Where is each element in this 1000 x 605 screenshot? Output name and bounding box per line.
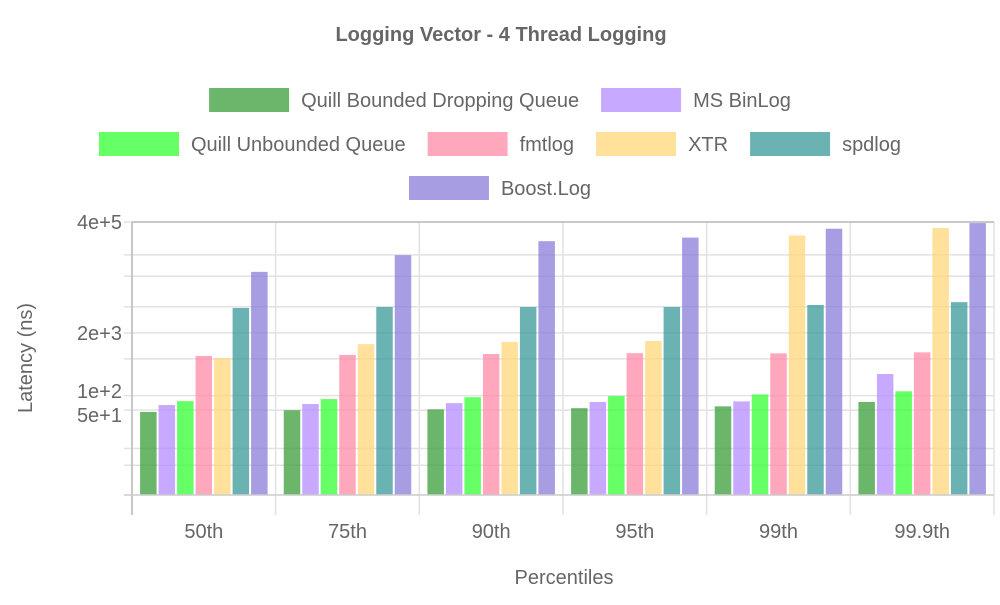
legend-swatch	[601, 88, 682, 112]
legend-item: Boost.Log	[408, 176, 591, 200]
legend-label: Boost.Log	[501, 178, 591, 200]
x-tick-label: 50th	[184, 521, 223, 543]
chart-title: Logging Vector - 4 Thread Logging	[335, 24, 666, 46]
legend-swatch	[209, 88, 290, 112]
bar-spdlog	[663, 307, 681, 495]
bar-boost-log	[251, 271, 268, 495]
bar-spdlog	[376, 307, 393, 495]
legend-swatch	[427, 132, 508, 156]
x-tick-label: 75th	[328, 521, 367, 543]
bar-fmtlog	[195, 355, 213, 495]
legend-label: fmtlog	[520, 134, 574, 156]
bar-boost-log	[394, 255, 412, 495]
axes: 4e+5 2e+3 1e+25e+1 50th 75th 90th 95th 99th 99.9…	[77, 212, 994, 543]
bar-ms-binlog	[876, 374, 894, 495]
bar-ms-binlog	[445, 403, 463, 495]
x-tick-label: 99th	[759, 521, 798, 543]
y-tick-label: 4e+5	[77, 212, 122, 234]
legend-label: spdlog	[842, 134, 901, 156]
legend-item: MS BinLog	[601, 88, 791, 112]
bar-quill-bounded-dropping-queue	[714, 406, 732, 495]
legend-swatch	[750, 132, 831, 156]
legend-item: Quill Bounded Dropping Queue	[209, 88, 579, 112]
bar-boost-log	[682, 237, 699, 496]
bar-ms-binlog	[589, 401, 607, 495]
bar-boost-log	[969, 223, 986, 495]
bar-quill-bounded-dropping-queue	[571, 408, 588, 495]
bar-fmtlog	[913, 352, 931, 495]
legend-item: spdlog	[750, 132, 901, 156]
bar-boost-log	[538, 241, 555, 495]
bar-quill-unbounded-queue	[320, 399, 338, 495]
bar-xtr	[788, 235, 806, 495]
bar-xtr	[357, 344, 375, 495]
bar-fmtlog	[339, 354, 356, 495]
x-tick-label: 95th	[615, 521, 654, 543]
bar-spdlog	[950, 302, 968, 495]
legend-label: XTR	[688, 134, 728, 156]
legend-item: XTR	[596, 132, 728, 156]
bar-xtr	[645, 341, 662, 495]
legend-item: fmtlog	[427, 132, 574, 156]
legend-label: Quill Bounded Dropping Queue	[301, 90, 579, 112]
y-tick-label: 1e+2	[77, 381, 122, 403]
bar-spdlog	[807, 304, 824, 495]
y-tick-label: 5e+1	[77, 405, 122, 427]
legend-swatch	[99, 132, 180, 156]
bar-quill-bounded-dropping-queue	[283, 410, 301, 495]
legend: Quill Bounded Dropping Queue MS BinLog Qui…	[99, 88, 901, 200]
x-tick-label: 90th	[472, 521, 511, 543]
bar-quill-bounded-dropping-queue	[858, 401, 875, 495]
bar-fmtlog	[626, 353, 644, 495]
bar-quill-unbounded-queue	[177, 401, 194, 495]
x-axis-label: Percentiles	[515, 567, 614, 589]
legend-swatch	[596, 132, 677, 156]
bar-quill-unbounded-queue	[895, 391, 912, 495]
bar-xtr	[214, 358, 231, 495]
legend-swatch	[408, 176, 489, 200]
legend-item: Quill Unbounded Queue	[99, 132, 406, 156]
y-tick-label: 2e+3	[77, 323, 122, 345]
bar-quill-bounded-dropping-queue	[427, 409, 444, 495]
bar-quill-unbounded-queue	[608, 396, 625, 495]
bar-fmtlog	[770, 353, 787, 495]
x-tick-label: 99.9th	[894, 521, 950, 543]
bar-xtr	[932, 228, 949, 495]
bar-fmtlog	[482, 354, 500, 495]
bar-boost-log	[825, 228, 843, 495]
bars	[140, 223, 986, 496]
y-axis-label: Latency (ns)	[15, 303, 37, 413]
bar-ms-binlog	[158, 405, 176, 495]
legend-label: Quill Unbounded Queue	[191, 134, 406, 156]
bar-xtr	[501, 341, 518, 495]
bar-spdlog	[232, 307, 250, 495]
bar-spdlog	[519, 307, 537, 495]
bar-quill-unbounded-queue	[464, 397, 481, 495]
bar-ms-binlog	[733, 401, 750, 495]
bar-quill-bounded-dropping-queue	[140, 411, 157, 495]
legend-label: MS BinLog	[693, 90, 791, 112]
bar-ms-binlog	[302, 404, 319, 495]
bar-quill-unbounded-queue	[751, 394, 769, 495]
